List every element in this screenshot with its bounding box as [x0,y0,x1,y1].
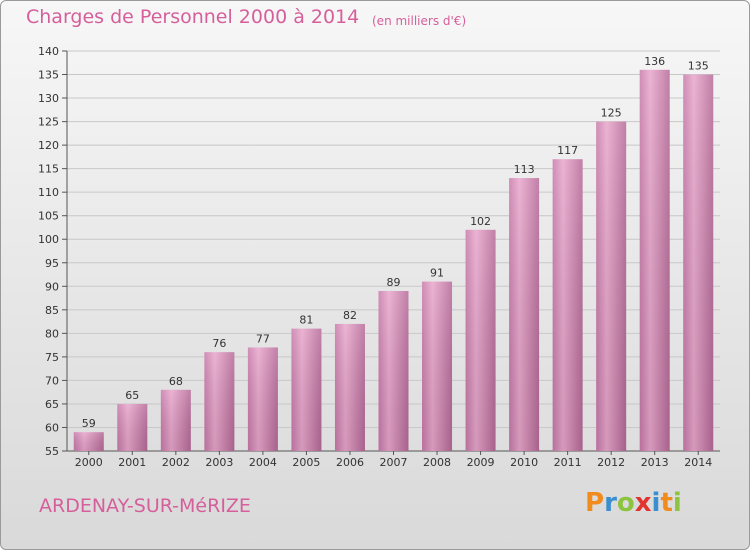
bar-shade [291,328,322,451]
x-tick-label: 2002 [162,456,190,469]
data-label: 125 [601,107,622,120]
x-tick-label: 2006 [336,456,364,469]
y-tick-label: 125 [38,116,59,129]
x-tick-label: 2014 [684,456,712,469]
bar-layer [73,69,714,452]
chart-subtitle: (en milliers d'€) [372,14,467,28]
proxiti-logo: Proxiti [585,488,682,518]
y-tick-label: 85 [45,304,59,317]
data-label: 117 [557,144,578,157]
data-label: 135 [688,60,709,73]
bar-shade [465,229,496,451]
y-tick-label: 110 [38,186,59,199]
y-tick-label: 55 [45,445,59,458]
y-tick-label: 140 [38,45,59,58]
data-label: 68 [169,375,183,388]
data-label: 136 [644,55,665,68]
logo-letter: o [616,488,635,518]
x-tick-label: 2010 [510,456,538,469]
y-tick-label: 60 [45,421,59,434]
data-label: 102 [470,215,491,228]
data-label: 77 [256,332,270,345]
logo-letter: i [651,488,661,518]
y-tick-label: 115 [38,163,59,176]
x-tick-label: 2007 [380,456,408,469]
data-label: 113 [514,163,535,176]
y-tick-label: 75 [45,351,59,364]
logo-letter: P [585,488,605,518]
x-tick-label: 2004 [249,456,277,469]
y-tick-label: 80 [45,327,59,340]
logo-letter: t [660,488,673,518]
bar-shade [247,347,278,451]
x-tick-label: 2011 [554,456,582,469]
y-tick-label: 105 [38,210,59,223]
y-tick-label: 70 [45,374,59,387]
data-label: 76 [212,337,226,350]
x-tick-label: 2000 [75,456,103,469]
x-tick-label: 2001 [118,456,146,469]
y-tick-label: 135 [38,69,59,82]
bar-shade [552,159,583,451]
logo-letter: i [672,488,682,518]
chart-title: Charges de Personnel 2000 à 2014 [26,6,360,28]
data-label: 81 [299,314,313,327]
data-label: 89 [387,276,401,289]
x-tick-label: 2013 [641,456,669,469]
bar-shade [639,69,670,451]
bar-shade [160,389,191,451]
bar-shade [204,352,235,451]
logo-letter: x [634,488,652,518]
data-label: 59 [82,417,96,430]
bar-shade [509,178,540,451]
bar-shade [73,432,104,451]
bar-shade [596,121,627,452]
y-tick-label: 120 [38,139,59,152]
data-label: 65 [125,389,139,402]
x-tick-label: 2009 [467,456,495,469]
y-tick-label: 100 [38,233,59,246]
y-tick-label: 90 [45,280,59,293]
bar-shade [117,403,148,451]
x-tick-label: 2005 [292,456,320,469]
y-tick-label: 95 [45,257,59,270]
data-label: 82 [343,309,357,322]
bar-shade [378,291,409,451]
y-tick-label: 130 [38,92,59,105]
x-tick-label: 2008 [423,456,451,469]
label-layer: 2000 59 2001 65 2002 68 2003 76 2004 77 2005 81 2006… [75,55,712,469]
data-label: 91 [430,267,444,280]
x-tick-label: 2003 [205,456,233,469]
bar-shade [422,281,453,451]
bar-shade [683,74,714,451]
bar-shade [334,323,365,451]
y-tick-label: 65 [45,398,59,411]
x-tick-label: 2012 [597,456,625,469]
commune-name: ARDENAY-SUR-MéRIZE [39,495,251,517]
logo-letter: r [604,488,617,518]
